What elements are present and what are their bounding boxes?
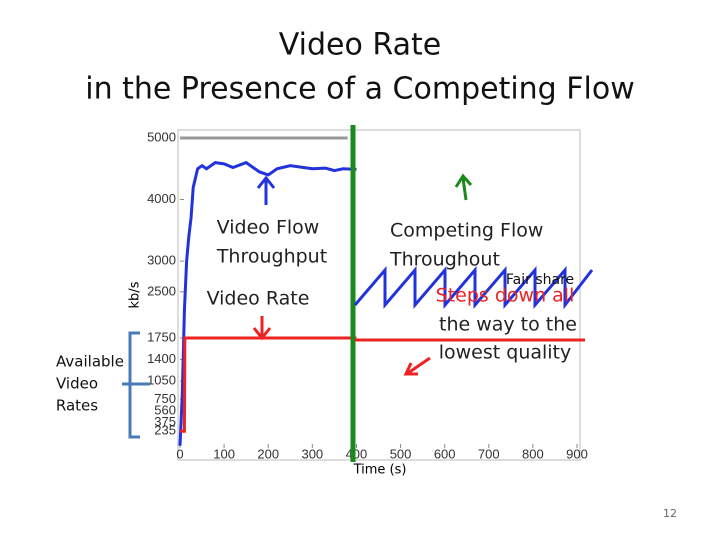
annotation: Steps down all — [436, 285, 575, 307]
annotation: Available — [56, 353, 124, 371]
y-tick-label: 1050 — [147, 373, 176, 388]
x-tick-label: 100 — [213, 446, 235, 461]
x-tick-label: 600 — [434, 446, 456, 461]
slide-title: Video Rate — [279, 28, 441, 63]
annotation: Video Flow — [217, 217, 320, 239]
annotation: Rates — [56, 397, 98, 415]
arrow — [403, 356, 431, 376]
annotation: lowest quality — [439, 342, 572, 364]
y-tick-label: 3000 — [147, 253, 176, 268]
annotation: Competing Flow — [390, 220, 543, 242]
arrows — [252, 173, 473, 376]
arrow — [454, 173, 473, 201]
series-line — [178, 160, 357, 446]
x-tick-label: 400 — [346, 446, 368, 461]
y-tick-label: 2500 — [147, 283, 176, 298]
fair-share-zigzag — [353, 265, 594, 310]
y-tick-label: 375 — [154, 414, 176, 429]
x-tick-label: 200 — [257, 446, 279, 461]
x-axis-label: Time (s) — [353, 463, 407, 478]
x-tick-label: 500 — [390, 446, 412, 461]
y-tick-label: 560 — [154, 403, 176, 418]
annotation: Throughout — [389, 249, 500, 271]
y-axis-label: kb/s — [128, 281, 143, 308]
y-tick-label: 4000 — [147, 191, 176, 206]
arrow — [256, 175, 276, 205]
x-tick-label: 0 — [176, 446, 183, 461]
annotation: Throughput — [216, 246, 327, 268]
x-tick-label: 800 — [522, 446, 544, 461]
y-tick-label: 1750 — [147, 329, 176, 344]
arrow — [252, 316, 272, 341]
annotation: Video — [56, 375, 98, 393]
page-number: 12 — [663, 507, 677, 520]
y-tick-label: 1400 — [147, 351, 176, 366]
plot-frame — [177, 129, 581, 461]
y-tick-label: 5000 — [147, 129, 176, 144]
y-tick-label: 235 — [154, 423, 176, 438]
annotation: Fair share — [506, 272, 574, 288]
x-tick-label: 300 — [301, 446, 323, 461]
slide-title: in the Presence of a Competing Flow — [85, 72, 635, 107]
series-line — [180, 336, 357, 433]
annotation: the way to the — [439, 314, 577, 336]
x-tick-label: 900 — [566, 446, 588, 461]
x-tick-label: 700 — [478, 446, 500, 461]
annotation: Video Rate — [207, 288, 310, 310]
y-tick-label: 750 — [154, 391, 176, 406]
